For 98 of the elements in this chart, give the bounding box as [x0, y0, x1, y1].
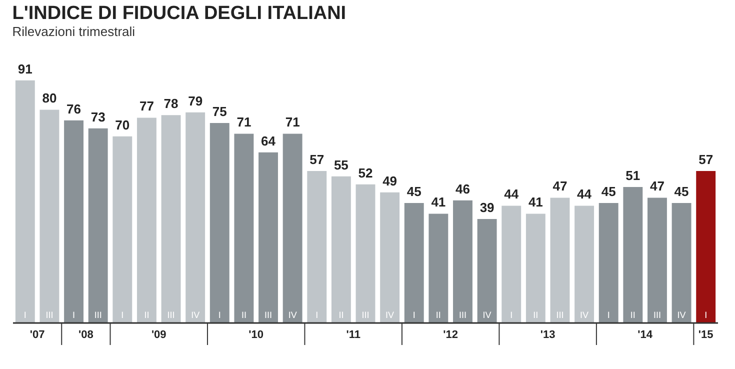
x-tick-label: I: [121, 310, 124, 320]
data-label: 57: [310, 152, 324, 168]
bar: [356, 184, 376, 323]
bar: [526, 214, 546, 323]
data-label: 73: [90, 109, 106, 124]
x-tick-label: IV: [191, 310, 200, 320]
text: '07: [30, 329, 45, 341]
bar: [623, 187, 643, 323]
text: '14: [638, 329, 654, 341]
bar: [598, 203, 618, 323]
x-tick-label: I: [412, 310, 416, 320]
data-label: 49: [382, 173, 398, 188]
data-label: 45: [601, 184, 616, 200]
bar: [258, 152, 278, 323]
data-label: 70: [115, 117, 130, 132]
data-label: 71: [285, 114, 300, 130]
data-label: 45: [406, 184, 422, 200]
data-label: 55: [334, 157, 348, 172]
x-tick-label: III: [556, 310, 564, 320]
x-tick-label: I: [316, 310, 318, 320]
bar: [380, 192, 400, 323]
data-label: 52: [358, 165, 373, 180]
x-tick-label: II: [533, 310, 538, 320]
x-tick-label: I: [510, 310, 513, 320]
data-label: 64: [261, 133, 276, 148]
bar: [88, 128, 108, 323]
bar: [161, 115, 181, 323]
x-tick-label: IV: [288, 310, 297, 320]
x-tick-label: I: [704, 310, 708, 320]
bar: [136, 118, 156, 323]
data-label: 80: [42, 90, 57, 106]
bar: [234, 134, 254, 323]
x-tick-label: IV: [386, 310, 394, 320]
text: '13: [540, 329, 556, 341]
data-label: 57: [698, 152, 714, 168]
text: '15: [698, 329, 714, 341]
x-tick-label: II: [436, 310, 441, 320]
text: '08: [78, 329, 94, 341]
text: '09: [151, 329, 166, 341]
x-tick-label: IV: [482, 310, 492, 320]
x-tick-label: I: [24, 310, 26, 320]
data-label: 41: [528, 194, 543, 210]
x-tick-label: III: [362, 310, 370, 320]
bar: [672, 203, 692, 323]
data-label: 46: [456, 181, 470, 196]
data-label: 71: [236, 114, 252, 130]
bar: [550, 198, 570, 323]
data-label: 91: [18, 61, 32, 76]
chart-title: L'INDICE DI FIDUCIA DEGLI ITALIANI: [12, 3, 346, 24]
bar: [186, 112, 206, 323]
x-tick-label: III: [264, 310, 272, 320]
data-label: 75: [212, 104, 227, 120]
bar: [502, 206, 522, 323]
data-label: 39: [480, 200, 494, 216]
x-tick-label: II: [338, 310, 344, 320]
x-tick-label: III: [46, 310, 54, 320]
x-tick-label: I: [607, 310, 610, 320]
x-tick-label: II: [144, 310, 150, 320]
data-label: 45: [674, 184, 689, 200]
bar: [282, 134, 302, 323]
bar: [40, 110, 60, 323]
bar: [64, 120, 84, 323]
bar: [696, 171, 716, 323]
data-label: 47: [552, 178, 568, 194]
x-tick-label: III: [653, 310, 661, 320]
bar: [404, 203, 424, 323]
bar: [453, 200, 472, 323]
x-tick-label: III: [167, 310, 175, 320]
x-tick-label: III: [458, 310, 466, 320]
data-label: 41: [431, 194, 446, 210]
data-label: 78: [164, 96, 178, 112]
x-tick-label: II: [630, 310, 636, 320]
bar: [210, 123, 230, 323]
bar: [477, 219, 497, 323]
text: '10: [248, 329, 264, 341]
data-label: 79: [188, 93, 203, 108]
data-label: 77: [139, 98, 154, 114]
data-label: 51: [626, 168, 640, 184]
data-label: 76: [66, 101, 82, 116]
x-tick-label: I: [72, 310, 76, 320]
bar: [15, 80, 35, 323]
x-tick-label: IV: [580, 310, 589, 320]
data-label: 44: [577, 186, 592, 202]
x-tick-label: III: [94, 310, 102, 320]
bar: [428, 214, 448, 323]
bar: [648, 198, 667, 323]
data-label: 47: [650, 178, 664, 194]
bar: [331, 176, 351, 323]
x-tick-label: II: [241, 310, 246, 320]
chart-subtitle: Rilevazioni trimestrali: [12, 24, 136, 39]
text: '12: [443, 329, 458, 341]
bar: [307, 171, 327, 323]
x-tick-label: I: [218, 310, 221, 320]
data-label: 44: [504, 186, 520, 202]
bar: [112, 136, 132, 323]
bar: [574, 206, 594, 323]
x-tick-label: IV: [677, 310, 686, 320]
text: '11: [346, 329, 360, 341]
